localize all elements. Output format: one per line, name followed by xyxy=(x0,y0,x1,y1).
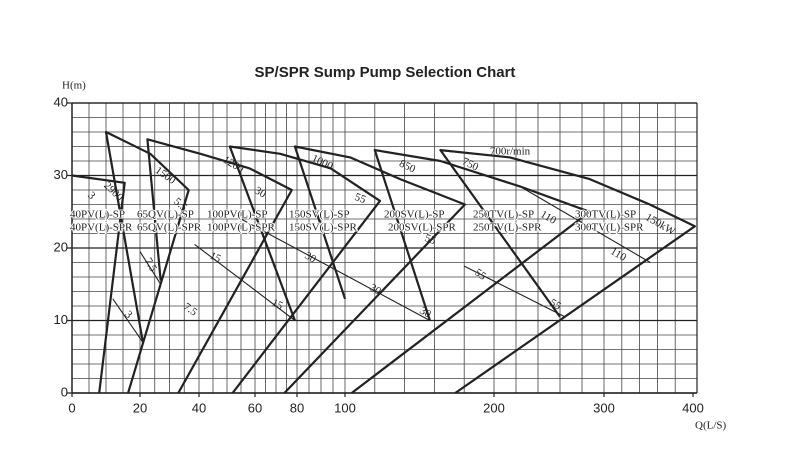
model-label: 300TV(L)-SPR xyxy=(575,222,644,234)
speed-label: 1500 xyxy=(153,164,178,187)
pump-curve xyxy=(283,145,466,394)
model-label: 200SV(L)-SPR xyxy=(388,222,457,234)
model-label: 250TV(L)-SPR xyxy=(473,222,542,234)
model-label: 65QV(L)-SP xyxy=(137,209,194,221)
power-label: 30 xyxy=(417,305,433,321)
x-tick-label: 0 xyxy=(68,400,75,415)
y-tick-label: 10 xyxy=(54,312,68,327)
model-label: 150SV(L)-SP xyxy=(289,209,350,221)
speed-label: 850 xyxy=(397,158,417,176)
power-line xyxy=(194,243,296,321)
model-label: 150SV(L)-SPR xyxy=(289,222,358,234)
power-line xyxy=(463,265,566,318)
model-label: 100PV(L)-SP xyxy=(207,209,268,221)
pump-curve xyxy=(146,138,293,394)
x-axis-label: Q(L/S) xyxy=(695,420,727,432)
speed-label: 750 xyxy=(460,156,480,174)
power-label: 3 xyxy=(122,308,135,321)
x-tick-label: 60 xyxy=(248,400,262,415)
x-tick-label: 80 xyxy=(290,400,304,415)
x-tick-label: 40 xyxy=(192,400,206,415)
power-line xyxy=(519,185,651,263)
power-label: 55 xyxy=(472,267,488,283)
speed-label: 700r/min xyxy=(490,146,531,158)
y-tick-label: 30 xyxy=(54,167,68,182)
model-label: 200SV(L)-SP xyxy=(384,209,445,221)
x-tick-label: 200 xyxy=(483,400,505,415)
model-label: 100PV(L)-SPR xyxy=(207,222,276,234)
x-tick-label: 300 xyxy=(593,400,615,415)
x-tick-label: 20 xyxy=(133,400,147,415)
model-label: 250TV(L)-SP xyxy=(473,209,534,221)
model-label: 300TV(L)-SP xyxy=(575,209,636,221)
power-line xyxy=(112,298,144,343)
speed-label: 1200 xyxy=(221,154,246,176)
power-label: 3 xyxy=(85,189,98,202)
x-tick-label: 400 xyxy=(682,400,704,415)
power-label: 15 xyxy=(208,250,223,266)
y-tick-label: 20 xyxy=(54,239,68,254)
power-label: 15 xyxy=(270,297,285,313)
pump-curve xyxy=(228,145,382,394)
y-tick-label: 0 xyxy=(61,384,68,399)
power-label: 30 xyxy=(302,250,318,266)
y-tick-label: 40 xyxy=(54,94,68,109)
model-label: 40PV(L)-SP xyxy=(70,209,125,221)
model-label: 65QV(L)-SPR xyxy=(137,222,202,234)
y-axis-label: H(m) xyxy=(62,80,86,92)
power-label: 55 xyxy=(547,297,563,313)
power-label: 55 xyxy=(353,191,368,206)
pump-curve xyxy=(439,149,696,394)
pump-curve xyxy=(351,149,591,394)
power-label: 55 xyxy=(423,232,438,247)
pump-curve xyxy=(104,130,190,394)
chart-title: SP/SPR Sump Pump Selection Chart xyxy=(255,64,516,81)
power-label: 30 xyxy=(367,282,383,298)
model-label: 40PV(L)-SPR xyxy=(70,222,133,234)
power-line xyxy=(139,251,162,285)
x-tick-label: 100 xyxy=(334,400,356,415)
pump-curve xyxy=(71,174,126,394)
